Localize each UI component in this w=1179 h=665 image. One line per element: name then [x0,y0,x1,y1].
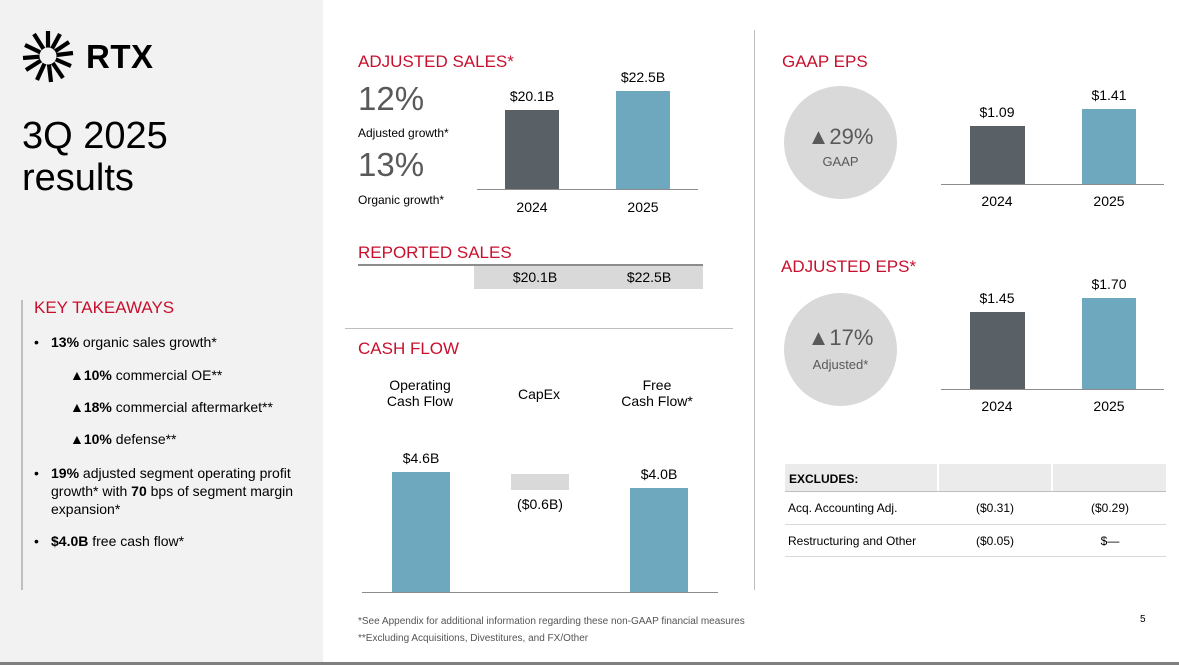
bottom-rule [0,662,1179,665]
gaap-eps-change-badge: ▲29% GAAP [784,86,897,199]
footnote-excluding: **Excluding Acquisitions, Divestitures, … [358,633,589,644]
section-divider [345,328,733,329]
gaap-eps-bar-2025 [1082,108,1136,184]
reported-sales-2024: $20.1B [512,269,558,285]
adjusted-eps-heading: ADJUSTED EPS* [781,257,917,276]
cash-flow-axis [362,592,718,593]
cash-flow-heading: CASH FLOW [358,339,460,358]
excludes-row-2024: ($0.05) [975,534,1015,548]
cash-flow-value-free: $4.0B [640,465,678,482]
cash-flow-col-operating: Operating Cash Flow [386,377,454,409]
cash-flow-bar-free [630,487,688,592]
excludes-row-2025: ($0.29) [1090,501,1130,515]
organic-growth-value: 13% [358,146,425,183]
adjusted-eps-axis [941,389,1164,390]
takeaway-commercial-aftermarket: ▲18% commercial aftermarket** [70,399,273,415]
adjusted-eps-value-2024: $1.45 [979,289,1015,306]
gaap-eps-value-2025: $1.41 [1091,86,1127,103]
takeaway-segment-profit: 19% adjusted segment operating profit gr… [51,465,294,517]
adjusted-sales-value-2024: $20.1B [509,88,555,104]
adjusted-eps-category-2024: 2024 [981,398,1013,414]
takeaway-organic-growth: 13% organic sales growth* [51,334,217,350]
excludes-row-2025: $— [1100,534,1120,548]
cash-flow-col-capex: CapEx [517,386,561,402]
gaap-eps-category-2024: 2024 [981,193,1013,209]
adjusted-growth-value: 12% [358,80,425,117]
bullet-marker: • [34,533,39,549]
adjusted-sales-bar-2024 [505,110,559,189]
page-number: 5 [1140,614,1146,625]
excludes-rule [785,491,1166,492]
excludes-heading: EXCLUDES: [789,472,859,486]
adjusted-growth-label: Adjusted growth* [358,126,449,140]
takeaway-defense: ▲10% defense** [70,431,177,447]
cash-flow-bar-operating [392,471,450,592]
logo-wordmark: RTX [86,38,154,75]
gaap-eps-bar-2024 [970,126,1025,184]
takeaway-commercial-oe: ▲10% commercial OE** [70,367,223,383]
gaap-eps-value-2024: $1.09 [979,104,1015,120]
column-divider [754,30,755,590]
slide-title-line2: results [22,157,134,199]
gaap-eps-heading: GAAP EPS [782,52,868,71]
excludes-row-label: Restructuring and Other [788,534,917,548]
adjusted-eps-change-badge: ▲17% Adjusted* [784,293,897,406]
excludes-rule [785,556,1166,557]
gaap-eps-category-2025: 2025 [1093,193,1125,209]
reported-sales-2025: $22.5B [626,269,672,285]
key-takeaways-heading: KEY TAKEAWAYS [34,298,175,317]
adjusted-eps-value-2025: $1.70 [1091,276,1127,293]
cash-flow-col-free: Free Cash Flow* [621,377,693,409]
reported-sales-rule [358,264,703,266]
cash-flow-bar-capex [511,474,569,490]
footnote-non-gaap: *See Appendix for additional information… [358,616,745,627]
reported-sales-band [474,266,703,289]
adjusted-sales-heading: ADJUSTED SALES* [358,52,514,71]
adjusted-sales-axis [477,189,698,190]
takeaway-free-cash-flow: $4.0B free cash flow* [51,533,185,549]
slide-title-line1: 3Q 2025 [22,115,168,157]
adjusted-sales-category-2024: 2024 [516,199,548,215]
excludes-header-sep [1051,464,1053,491]
excludes-row-2024: ($0.31) [975,501,1015,515]
adjusted-sales-category-2025: 2025 [627,199,659,215]
cash-flow-value-operating: $4.6B [402,449,440,466]
adjusted-eps-bar-2024 [970,311,1025,389]
organic-growth-label: Organic growth* [358,193,445,207]
adjusted-sales-value-2025: $22.5B [620,69,666,86]
cash-flow-value-capex: ($0.6B) [517,495,563,512]
left-panel [0,0,323,662]
bullet-marker: • [34,334,39,350]
adjusted-eps-category-2025: 2025 [1093,398,1125,414]
adjusted-eps-bar-2025 [1082,298,1136,389]
excludes-rule [785,524,1166,525]
takeaways-divider [21,300,23,590]
bullet-marker: • [34,465,39,481]
adjusted-sales-bar-2025 [616,91,670,189]
excludes-row-label: Acq. Accounting Adj. [788,501,898,515]
rtx-logo-icon [22,31,74,83]
gaap-eps-axis [941,184,1164,185]
reported-sales-heading: REPORTED SALES [358,243,512,262]
excludes-header-band [785,464,1166,491]
excludes-header-sep [937,464,939,491]
